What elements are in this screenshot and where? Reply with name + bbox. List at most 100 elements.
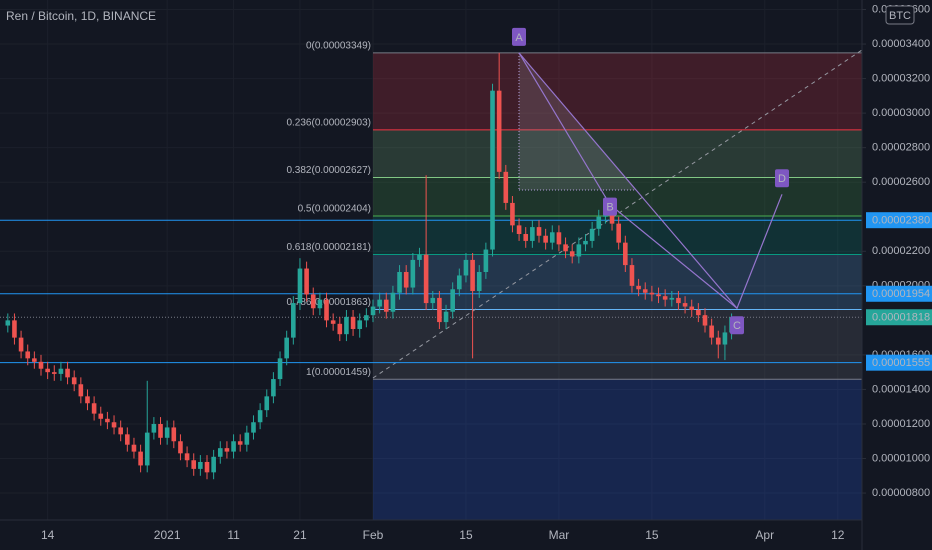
candle-body <box>211 456 216 473</box>
candle-body <box>636 285 641 290</box>
y-tick-label: 0.00001000 <box>872 452 930 464</box>
candle-body <box>131 444 137 452</box>
candle-body <box>589 228 595 241</box>
x-tick-label: 12 <box>831 528 845 542</box>
candle-body <box>523 234 529 241</box>
y-tick-label: 0.00000800 <box>872 487 930 499</box>
candle-body <box>38 361 44 369</box>
y-tick-label: 0.00002600 <box>872 176 930 188</box>
candle-body <box>503 171 509 203</box>
candle-body <box>457 275 462 290</box>
candle-body <box>516 225 522 235</box>
chart-title: Ren / Bitcoin, 1D, BINANCE <box>6 9 156 23</box>
candle-body <box>642 289 648 293</box>
candle-body <box>231 441 236 452</box>
candle-body <box>483 249 489 273</box>
pattern-label-box <box>775 169 789 188</box>
candle-body <box>71 377 77 385</box>
candle-body <box>264 396 270 411</box>
candle-body <box>25 351 31 359</box>
y-tick-label: 0.00001400 <box>872 383 930 395</box>
candle-body <box>105 418 110 423</box>
candle-body <box>689 306 695 310</box>
candle-body <box>291 303 296 338</box>
candle-body <box>171 427 177 442</box>
candle-body <box>437 297 442 323</box>
candle-body <box>443 311 449 323</box>
pattern-label: C <box>733 320 741 332</box>
candle-body <box>118 427 123 435</box>
fib-trend-line <box>372 49 863 379</box>
price-badge <box>866 354 932 371</box>
candle-body <box>536 227 542 236</box>
candle-body <box>310 294 316 309</box>
candle-body <box>138 451 143 466</box>
price-axis <box>862 0 932 550</box>
candle-body <box>350 316 356 329</box>
candle-body <box>5 320 11 326</box>
candle-body <box>403 272 409 288</box>
pattern-label-box <box>512 27 526 46</box>
candle-body <box>330 320 336 324</box>
y-tick-label: 0.00003000 <box>872 107 930 119</box>
candle-body <box>702 315 708 326</box>
fib-label: 0.382(0.00002627) <box>286 165 371 176</box>
candle-body <box>271 379 276 397</box>
candle-body <box>583 240 588 245</box>
candle-body <box>390 292 396 312</box>
candle-body <box>662 296 668 300</box>
candle-body <box>417 254 422 260</box>
candle-body <box>364 315 369 321</box>
pattern-line <box>518 52 738 309</box>
candle-body <box>656 294 661 297</box>
candle-body <box>217 448 223 457</box>
candle-body <box>91 403 97 414</box>
candle-body <box>257 410 263 423</box>
candle-body <box>623 242 628 266</box>
price-badge-label: 0.00001954 <box>872 288 930 300</box>
candle-body <box>576 244 582 257</box>
fib-label: 0.236(0.00002903) <box>286 118 371 129</box>
candle-body <box>676 297 681 304</box>
fib-band <box>373 254 862 310</box>
x-tick-label: 15 <box>645 528 659 542</box>
x-tick-label: 14 <box>41 528 55 542</box>
candle-body <box>490 90 495 250</box>
currency-badge <box>885 5 915 25</box>
pattern-label: B <box>606 202 613 214</box>
candle-body <box>58 368 64 374</box>
candle-body <box>722 332 728 345</box>
candle-body <box>450 289 455 312</box>
candle-body <box>377 299 382 307</box>
fib-band <box>373 379 862 520</box>
candle-body <box>543 235 548 243</box>
candle-body <box>530 227 535 241</box>
candle-body <box>709 325 714 338</box>
candle-body <box>324 299 329 321</box>
x-tick-label: 11 <box>227 528 240 542</box>
y-tick-label: 0.00003200 <box>872 72 930 84</box>
x-tick-label: Mar <box>549 528 570 542</box>
candle-body <box>251 422 256 433</box>
candle-body <box>178 441 183 454</box>
pattern-line <box>518 52 783 310</box>
candle-body <box>65 368 70 378</box>
candle-body <box>32 358 37 362</box>
candle-body <box>277 358 283 380</box>
y-tick-label: 0.00002800 <box>872 142 930 154</box>
y-tick-label: 0.00003400 <box>872 38 930 50</box>
candle-body <box>370 306 376 316</box>
candle-body <box>45 368 50 373</box>
candle-body <box>224 448 230 452</box>
candle-body <box>78 384 84 397</box>
price-badge-label: 0.00002380 <box>872 215 930 227</box>
candle-body <box>284 337 289 359</box>
candle-body <box>51 372 57 374</box>
pattern-label: A <box>515 32 523 44</box>
y-tick-label: 0.00002200 <box>872 245 930 257</box>
candle-body <box>125 434 130 445</box>
candle-body <box>98 413 104 419</box>
candle-body <box>463 259 469 276</box>
